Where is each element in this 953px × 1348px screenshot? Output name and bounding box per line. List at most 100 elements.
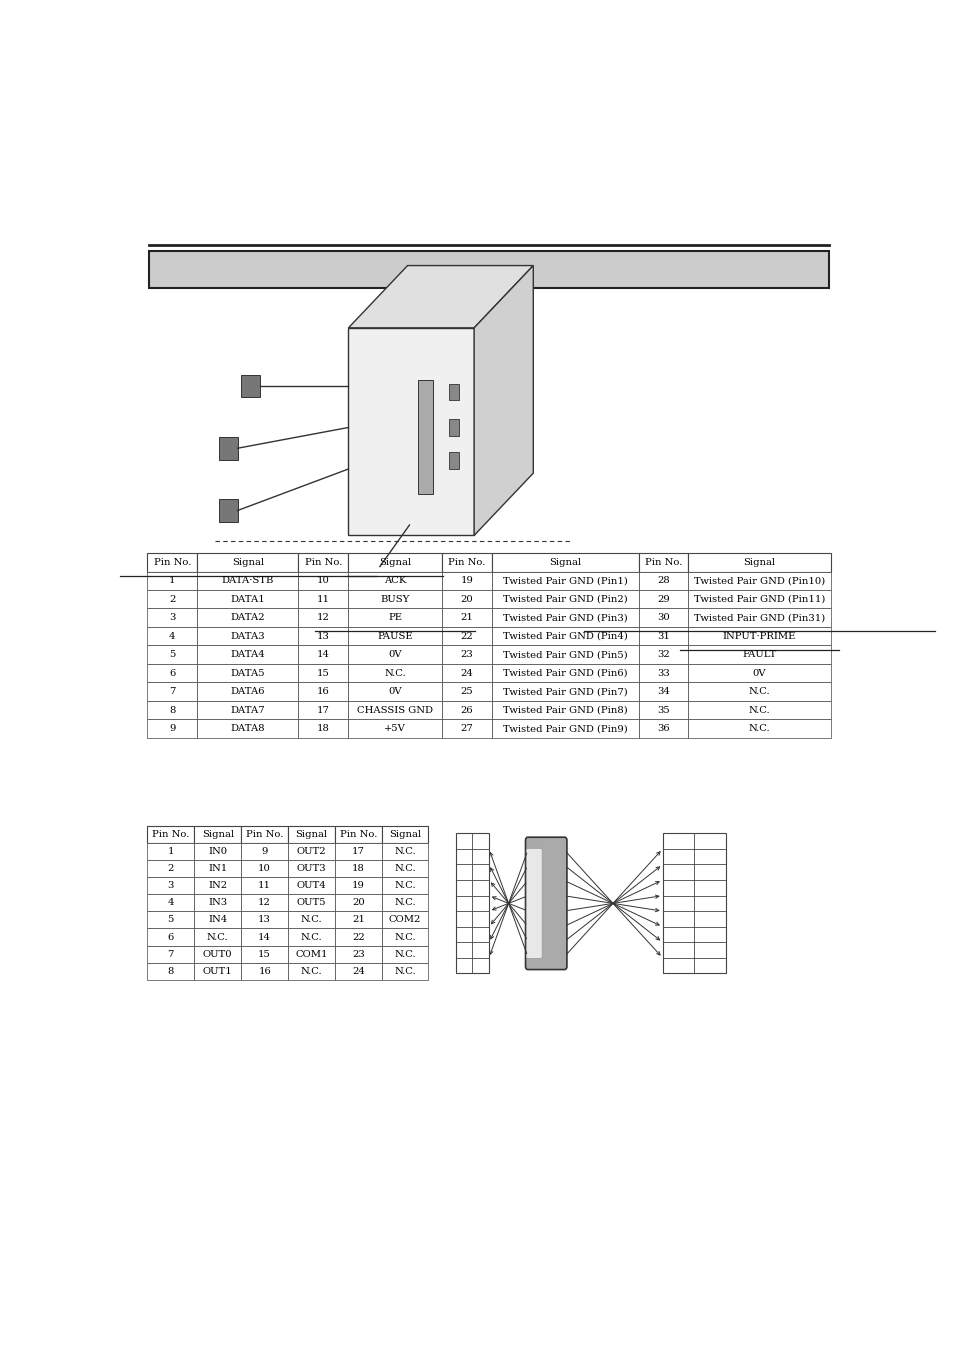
Bar xyxy=(241,911,288,929)
Text: 2: 2 xyxy=(168,864,173,874)
Bar xyxy=(298,665,348,682)
Text: 3: 3 xyxy=(169,613,175,623)
Text: DATA4: DATA4 xyxy=(231,650,265,659)
Bar xyxy=(441,553,491,572)
Text: 15: 15 xyxy=(316,669,330,678)
Bar xyxy=(197,665,298,682)
Text: IN3: IN3 xyxy=(208,898,227,907)
Bar xyxy=(662,833,724,973)
Text: 33: 33 xyxy=(657,669,669,678)
Bar xyxy=(197,701,298,720)
Bar xyxy=(298,646,348,665)
Bar xyxy=(298,553,348,572)
Bar xyxy=(197,682,298,701)
Text: INPUT·PRIME: INPUT·PRIME xyxy=(722,632,796,640)
Bar xyxy=(288,826,335,842)
Bar xyxy=(219,437,237,460)
Bar xyxy=(194,929,241,945)
Text: Pin No.: Pin No. xyxy=(152,830,190,838)
Text: 16: 16 xyxy=(316,687,330,696)
Text: Signal: Signal xyxy=(232,558,264,566)
Bar xyxy=(348,665,441,682)
Text: Twisted Pair GND (Pin10): Twisted Pair GND (Pin10) xyxy=(693,577,824,585)
Text: 24: 24 xyxy=(352,967,365,976)
Bar xyxy=(441,590,491,608)
Text: Pin No.: Pin No. xyxy=(153,558,191,566)
Bar xyxy=(298,608,348,627)
Text: 28: 28 xyxy=(657,577,669,585)
Bar xyxy=(348,701,441,720)
Bar xyxy=(298,627,348,646)
Bar xyxy=(688,701,830,720)
Text: 16: 16 xyxy=(258,967,271,976)
Text: N.C.: N.C. xyxy=(394,967,416,976)
Text: 31: 31 xyxy=(657,632,669,640)
Text: 13: 13 xyxy=(316,632,330,640)
Text: Twisted Pair GND (Pin7): Twisted Pair GND (Pin7) xyxy=(502,687,627,696)
Bar xyxy=(638,665,688,682)
Bar xyxy=(241,842,288,860)
Text: IN4: IN4 xyxy=(208,915,227,925)
Bar xyxy=(194,826,241,842)
Text: DATA8: DATA8 xyxy=(231,724,265,733)
Bar xyxy=(638,590,688,608)
Bar xyxy=(241,894,288,911)
Text: DATA1: DATA1 xyxy=(231,594,265,604)
Bar xyxy=(335,826,381,842)
Text: +5V: +5V xyxy=(384,724,406,733)
Text: Pin No.: Pin No. xyxy=(304,558,341,566)
Text: OUT1: OUT1 xyxy=(203,967,233,976)
Text: COM1: COM1 xyxy=(295,949,328,958)
Bar xyxy=(197,608,298,627)
Text: 7: 7 xyxy=(168,949,173,958)
Bar xyxy=(335,894,381,911)
Text: Signal: Signal xyxy=(378,558,411,566)
Bar xyxy=(288,911,335,929)
Bar xyxy=(147,682,197,701)
Bar xyxy=(147,572,197,590)
Text: 19: 19 xyxy=(459,577,473,585)
Bar xyxy=(348,572,441,590)
Text: OUT3: OUT3 xyxy=(296,864,326,874)
Text: COM2: COM2 xyxy=(389,915,421,925)
Bar xyxy=(298,720,348,737)
Text: 30: 30 xyxy=(657,613,669,623)
Bar xyxy=(288,894,335,911)
Text: N.C.: N.C. xyxy=(394,933,416,941)
Text: N.C.: N.C. xyxy=(394,847,416,856)
Bar xyxy=(441,608,491,627)
Bar xyxy=(379,561,405,593)
Bar xyxy=(348,720,441,737)
Bar xyxy=(241,962,288,980)
Text: 10: 10 xyxy=(316,577,330,585)
Bar xyxy=(241,929,288,945)
Bar xyxy=(147,945,194,962)
Text: 36: 36 xyxy=(657,724,669,733)
Text: N.C.: N.C. xyxy=(394,882,416,890)
Text: Signal: Signal xyxy=(389,830,420,838)
Bar xyxy=(381,826,428,842)
Text: 9: 9 xyxy=(261,847,268,856)
Bar xyxy=(449,384,458,400)
Text: 12: 12 xyxy=(258,898,271,907)
Bar xyxy=(348,627,441,646)
Bar xyxy=(381,894,428,911)
Text: 22: 22 xyxy=(460,632,473,640)
Bar xyxy=(147,627,197,646)
Bar xyxy=(197,590,298,608)
Bar xyxy=(194,962,241,980)
Bar xyxy=(147,590,197,608)
Bar xyxy=(638,682,688,701)
Text: 8: 8 xyxy=(168,967,173,976)
Text: Pin No.: Pin No. xyxy=(246,830,283,838)
Text: 18: 18 xyxy=(352,864,365,874)
Text: IN0: IN0 xyxy=(208,847,227,856)
Text: 0V: 0V xyxy=(388,687,401,696)
Bar xyxy=(298,590,348,608)
Text: 13: 13 xyxy=(258,915,271,925)
Text: DATA3: DATA3 xyxy=(231,632,265,640)
Text: Signal: Signal xyxy=(201,830,233,838)
Text: 5: 5 xyxy=(168,915,173,925)
Text: Twisted Pair GND (Pin31): Twisted Pair GND (Pin31) xyxy=(693,613,824,623)
Text: 8: 8 xyxy=(169,705,175,714)
